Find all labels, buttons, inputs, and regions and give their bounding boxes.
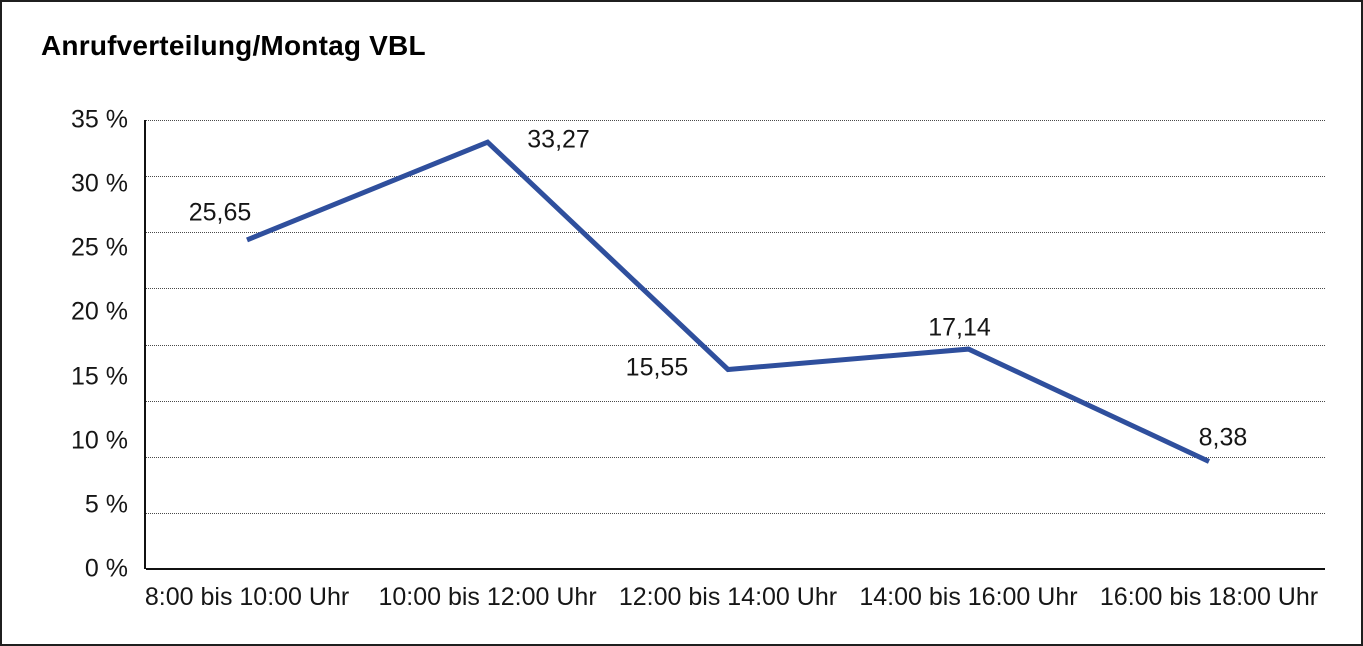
- plot-area: 25,65 33,27 15,55 17,14 8,38: [144, 120, 1325, 570]
- y-tick-label: 20 %: [71, 297, 128, 326]
- y-tick-label: 30 %: [71, 169, 128, 198]
- y-axis-line: [144, 120, 146, 569]
- y-tick-label: 25 %: [71, 233, 128, 262]
- x-tick-label: 16:00 bis 18:00 Uhr: [1099, 583, 1319, 611]
- gridline: [146, 400, 1325, 402]
- y-tick-label: 5 %: [84, 490, 128, 519]
- x-tick-label: 10:00 bis 12:00 Uhr: [378, 583, 597, 611]
- chart-title: Anrufverteilung/Montag VBL: [41, 30, 426, 61]
- x-tick-label: 12:00 bis 14:00 Uhr: [618, 583, 838, 611]
- x-axis-line: [146, 568, 1325, 570]
- point-value-label: 25,65: [188, 198, 252, 227]
- y-tick-label: 35 %: [71, 105, 128, 134]
- x-tick-label: 8:00 bis 10:00 Uhr: [144, 583, 350, 611]
- line-series-svg: [246, 139, 1211, 464]
- gridline: [146, 344, 1325, 346]
- x-tick-label: 14:00 bis 16:00 Uhr: [859, 583, 1078, 611]
- y-tick-label: 0 %: [84, 554, 128, 583]
- gridline: [146, 120, 1325, 121]
- gridline: [146, 232, 1325, 234]
- y-tick-label: 15 %: [71, 362, 128, 391]
- gridline: [146, 176, 1325, 178]
- point-value-label: 33,27: [527, 125, 590, 154]
- point-value-label: 8,38: [1198, 423, 1248, 452]
- point-value-label: 15,55: [625, 353, 689, 382]
- point-value-label: 17,14: [928, 313, 991, 342]
- gridline: [146, 456, 1325, 458]
- data-line: [246, 139, 1211, 464]
- y-tick-label: 10 %: [71, 426, 128, 455]
- gridline: [146, 288, 1325, 290]
- gridline: [146, 512, 1325, 514]
